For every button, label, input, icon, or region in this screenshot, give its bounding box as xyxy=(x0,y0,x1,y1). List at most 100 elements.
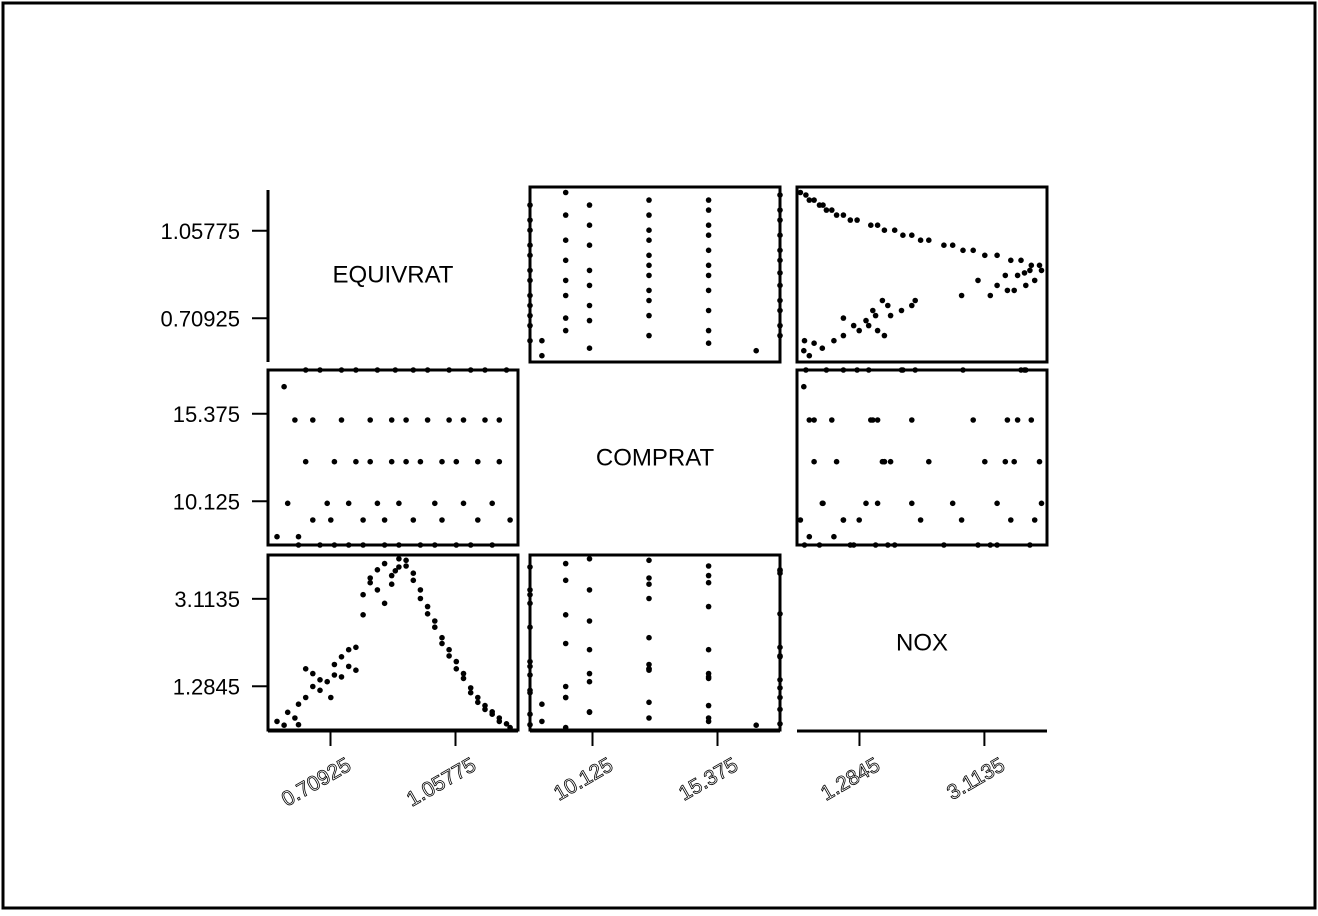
point-nox-vs-equivrat xyxy=(439,640,445,647)
point-nox-vs-equivrat xyxy=(360,612,366,618)
point-equivrat-vs-comprat xyxy=(527,242,533,248)
point-comprat-vs-nox xyxy=(801,383,807,390)
point-equivrat-vs-comprat xyxy=(539,337,545,344)
point-equivrat-vs-nox xyxy=(847,217,854,223)
point-comprat-vs-equivrat xyxy=(367,417,374,423)
point-nox-vs-comprat xyxy=(705,675,712,682)
point-equivrat-vs-comprat xyxy=(646,237,652,243)
point-nox-vs-equivrat xyxy=(381,560,388,567)
point-equivrat-vs-comprat xyxy=(646,252,652,259)
point-comprat-vs-equivrat xyxy=(410,367,417,373)
point-equivrat-vs-nox xyxy=(840,315,847,321)
point-comprat-vs-equivrat xyxy=(424,367,431,373)
point-equivrat-vs-nox xyxy=(870,307,876,314)
point-nox-vs-comprat xyxy=(646,557,652,564)
point-comprat-vs-equivrat xyxy=(381,542,388,548)
point-nox-vs-comprat xyxy=(777,677,783,683)
point-equivrat-vs-nox xyxy=(874,222,881,228)
point-comprat-vs-equivrat xyxy=(338,367,345,373)
point-comprat-vs-equivrat xyxy=(367,458,374,465)
point-nox-vs-comprat xyxy=(777,685,783,691)
point-nox-vs-comprat xyxy=(705,579,712,586)
point-comprat-vs-equivrat xyxy=(482,417,488,423)
point-nox-vs-comprat xyxy=(562,560,569,567)
point-nox-vs-comprat xyxy=(646,699,652,706)
point-comprat-vs-nox xyxy=(823,367,830,373)
point-nox-vs-comprat xyxy=(562,577,569,584)
point-equivrat-vs-comprat xyxy=(562,277,569,284)
point-comprat-vs-equivrat xyxy=(292,417,298,423)
point-nox-vs-equivrat xyxy=(453,658,460,665)
point-comprat-vs-nox xyxy=(909,417,915,423)
point-comprat-vs-equivrat xyxy=(295,542,302,548)
point-nox-vs-equivrat xyxy=(367,579,374,586)
point-nox-vs-comprat xyxy=(646,666,652,672)
point-comprat-vs-nox xyxy=(874,500,881,507)
point-nox-vs-comprat xyxy=(777,706,783,713)
point-comprat-vs-equivrat xyxy=(281,383,287,390)
point-equivrat-vs-comprat xyxy=(527,302,533,309)
panel-group: EQUIVRAT COMPRAT NOX xyxy=(266,185,1049,732)
point-nox-vs-equivrat xyxy=(381,600,388,607)
point-nox-vs-equivrat xyxy=(292,715,298,721)
point-equivrat-vs-comprat xyxy=(586,317,593,324)
point-equivrat-vs-comprat xyxy=(705,262,712,269)
point-comprat-vs-equivrat xyxy=(460,417,467,423)
point-comprat-vs-equivrat xyxy=(496,458,503,465)
point-nox-vs-comprat xyxy=(777,721,783,727)
point-nox-vs-equivrat xyxy=(460,675,467,682)
point-nox-vs-equivrat xyxy=(489,711,496,717)
point-comprat-vs-nox xyxy=(833,458,840,465)
point-comprat-vs-equivrat xyxy=(396,500,402,507)
point-equivrat-vs-nox xyxy=(819,345,826,352)
point-equivrat-vs-comprat xyxy=(777,282,783,289)
point-equivrat-vs-nox xyxy=(1036,262,1043,269)
point-equivrat-vs-comprat xyxy=(586,302,593,309)
point-equivrat-vs-nox xyxy=(1004,287,1011,294)
point-equivrat-vs-nox xyxy=(806,197,813,203)
point-comprat-vs-nox xyxy=(1002,458,1009,465)
point-nox-vs-comprat xyxy=(586,709,593,715)
point-comprat-vs-equivrat xyxy=(417,458,424,465)
point-comprat-vs-equivrat xyxy=(310,517,316,523)
point-equivrat-vs-nox xyxy=(868,222,874,228)
point-nox-vs-equivrat xyxy=(338,654,345,660)
point-nox-vs-comprat xyxy=(777,611,783,617)
point-equivrat-vs-comprat xyxy=(777,322,783,329)
point-nox-vs-comprat xyxy=(586,618,593,624)
point-equivrat-vs-nox xyxy=(898,307,905,314)
point-equivrat-vs-comprat xyxy=(777,297,783,304)
point-comprat-vs-equivrat xyxy=(310,417,316,423)
point-nox-vs-comprat xyxy=(646,661,652,668)
point-comprat-vs-nox xyxy=(994,500,1000,507)
point-nox-vs-comprat xyxy=(646,581,652,587)
point-comprat-vs-nox xyxy=(881,458,888,465)
point-comprat-vs-equivrat xyxy=(424,417,431,423)
point-equivrat-vs-comprat xyxy=(777,307,783,314)
point-comprat-vs-nox xyxy=(917,517,924,523)
point-nox-vs-equivrat xyxy=(503,721,510,727)
point-equivrat-vs-nox xyxy=(917,237,924,243)
point-nox-vs-comprat xyxy=(646,715,652,721)
point-nox-vs-comprat xyxy=(777,694,783,701)
point-comprat-vs-nox xyxy=(900,367,906,373)
point-comprat-vs-nox xyxy=(811,417,817,423)
point-nox-vs-equivrat xyxy=(467,685,474,691)
point-nox-vs-comprat xyxy=(586,587,593,593)
point-nox-vs-comprat xyxy=(527,564,533,570)
point-equivrat-vs-nox xyxy=(912,297,918,304)
point-nox-vs-equivrat xyxy=(453,666,460,672)
point-comprat-vs-equivrat xyxy=(353,367,359,373)
point-comprat-vs-equivrat xyxy=(331,542,338,548)
point-comprat-vs-nox xyxy=(840,517,847,523)
point-comprat-vs-nox xyxy=(816,542,823,548)
point-equivrat-vs-comprat xyxy=(562,257,569,264)
point-equivrat-vs-nox xyxy=(833,212,840,218)
point-comprat-vs-equivrat xyxy=(446,367,452,373)
point-comprat-vs-equivrat xyxy=(317,542,323,548)
point-nox-vs-equivrat xyxy=(317,687,323,694)
point-nox-vs-equivrat xyxy=(274,718,280,725)
point-equivrat-vs-nox xyxy=(856,327,862,334)
